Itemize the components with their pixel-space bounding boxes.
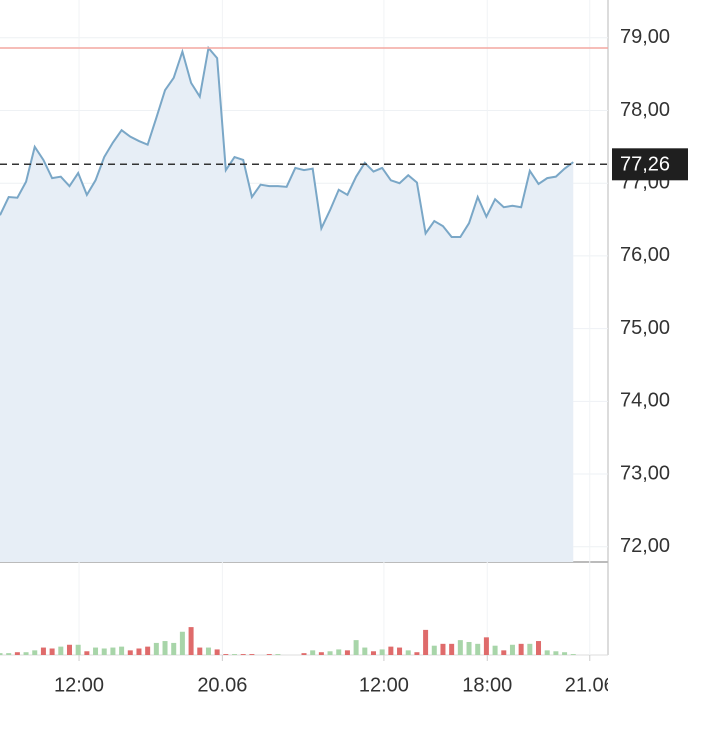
volume-bar bbox=[214, 649, 220, 655]
volume-bar bbox=[518, 643, 524, 655]
volume-bar bbox=[562, 652, 568, 655]
volume-bar bbox=[570, 654, 576, 655]
volume-bar bbox=[405, 650, 411, 655]
y-tick-label: 74,00 bbox=[620, 390, 670, 412]
volume-bar bbox=[431, 645, 437, 655]
volume-bar bbox=[145, 646, 151, 655]
y-tick-label: 79,00 bbox=[620, 26, 670, 48]
x-tick-label: 12:00 bbox=[54, 674, 104, 696]
volume-bar bbox=[466, 641, 472, 655]
volume-bar bbox=[23, 652, 29, 655]
volume-bar bbox=[197, 647, 203, 655]
volume-bar bbox=[353, 640, 359, 655]
volume-bar bbox=[240, 654, 246, 655]
volume-bar bbox=[136, 648, 142, 655]
volume-bar bbox=[40, 647, 46, 655]
volume-bar bbox=[492, 645, 498, 655]
volume-bar bbox=[223, 654, 229, 655]
volume-bar bbox=[266, 654, 272, 655]
y-tick-label: 76,00 bbox=[620, 244, 670, 266]
volume-bar bbox=[344, 650, 350, 655]
volume-bar bbox=[58, 646, 64, 655]
volume-bar bbox=[32, 650, 38, 655]
volume-bar bbox=[179, 631, 185, 655]
volume-bar bbox=[318, 652, 324, 655]
volume-bar bbox=[127, 650, 133, 655]
volume-bar bbox=[171, 642, 177, 655]
x-tick-label: 18:00 bbox=[462, 674, 512, 696]
volume-bar bbox=[232, 654, 238, 655]
volume-bar bbox=[423, 629, 429, 655]
volume-bar bbox=[536, 641, 542, 655]
volume-bar bbox=[449, 643, 455, 655]
volume-bar bbox=[379, 649, 385, 655]
volume-bar bbox=[527, 643, 533, 655]
volume-bar bbox=[49, 648, 55, 655]
volume-bar bbox=[301, 653, 307, 655]
y-tick-label: 73,00 bbox=[620, 462, 670, 484]
volume-bar bbox=[388, 646, 394, 655]
x-tick-label: 21.06 bbox=[565, 674, 615, 696]
volume-bar bbox=[475, 643, 481, 655]
y-tick-label: 75,00 bbox=[620, 317, 670, 339]
volume-bar bbox=[370, 651, 376, 655]
volume-bar bbox=[153, 642, 159, 655]
last-price-label: 77,26 bbox=[620, 154, 670, 176]
volume-bar bbox=[275, 654, 281, 655]
price-line bbox=[0, 45, 574, 239]
volume-bar bbox=[440, 643, 446, 655]
volume-bar bbox=[362, 647, 368, 655]
volume-bar bbox=[483, 637, 489, 655]
volume-bar bbox=[336, 649, 342, 655]
volume-bar bbox=[414, 652, 420, 655]
area-fill bbox=[0, 47, 574, 562]
volume-bar bbox=[6, 653, 12, 655]
volume-bar bbox=[249, 654, 255, 655]
volume-bar bbox=[544, 650, 550, 655]
volume-bar bbox=[93, 647, 99, 655]
volume-bar bbox=[509, 644, 515, 655]
volume-bar bbox=[188, 627, 194, 655]
volume-bar bbox=[205, 647, 211, 655]
volume-bar bbox=[501, 650, 507, 655]
volume-bar bbox=[66, 644, 72, 655]
volume-bar bbox=[457, 640, 463, 655]
x-tick-label: 20.06 bbox=[197, 674, 247, 696]
volume-bar bbox=[110, 647, 116, 655]
volume-bar bbox=[101, 648, 107, 655]
x-tick-label: 12:00 bbox=[359, 674, 409, 696]
volume-bar bbox=[310, 650, 316, 655]
volume-bar bbox=[119, 646, 125, 655]
volume-bar bbox=[397, 647, 403, 655]
volume-bar bbox=[553, 651, 559, 655]
y-tick-label: 72,00 bbox=[620, 535, 670, 557]
volume-bar bbox=[84, 651, 90, 655]
volume-bar bbox=[162, 641, 168, 655]
volume-bar bbox=[0, 653, 3, 655]
y-tick-label: 78,00 bbox=[620, 99, 670, 121]
volume-bar bbox=[75, 644, 81, 655]
volume-bar bbox=[327, 651, 333, 655]
last-price-box bbox=[612, 148, 688, 181]
volume-bar bbox=[14, 652, 20, 655]
